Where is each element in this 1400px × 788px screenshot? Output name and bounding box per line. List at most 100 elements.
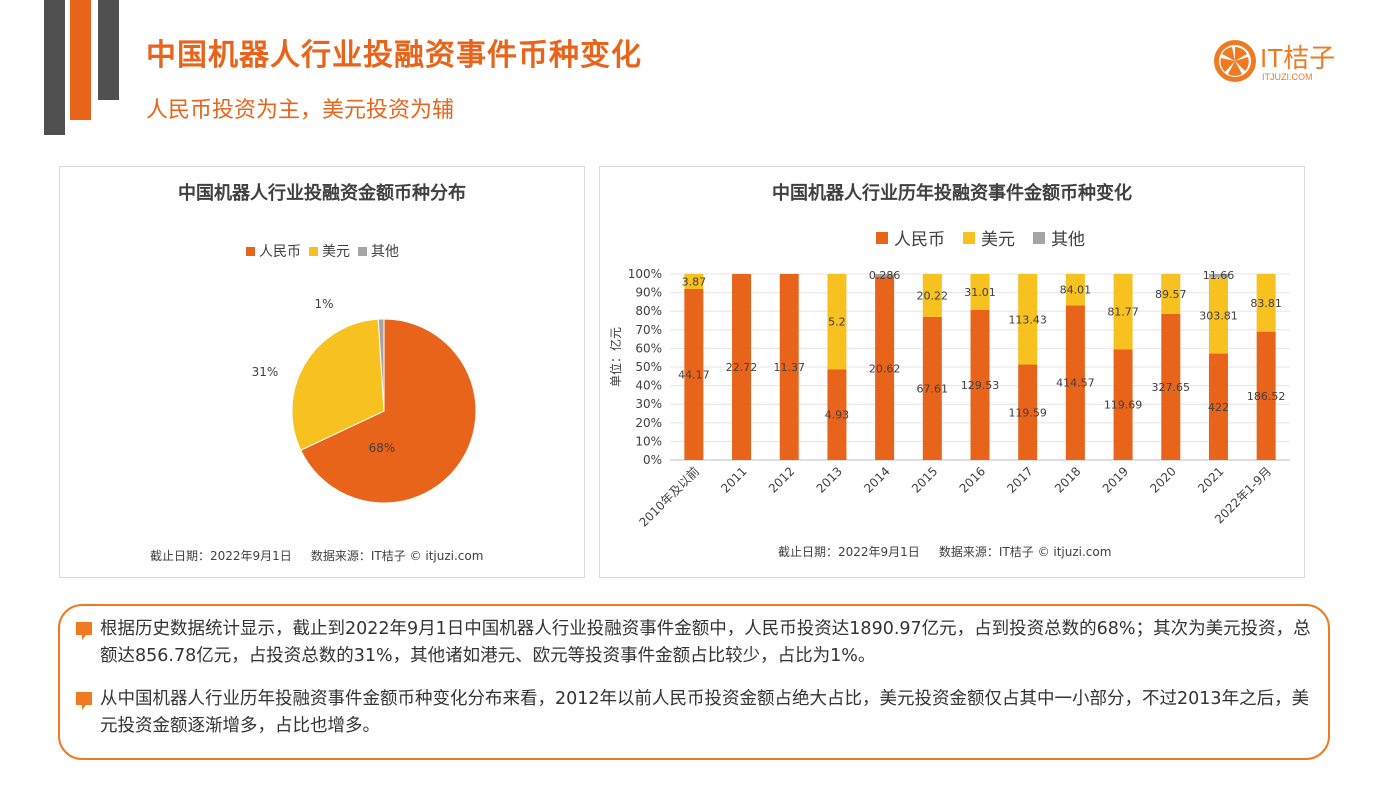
data-label-rmb: 11.37 (773, 361, 805, 374)
x-tick-label: 2018 (1052, 464, 1083, 495)
bar-segment-rmb (732, 274, 752, 460)
data-label-rmb: 4.93 (825, 409, 850, 422)
bar-segment-usd (827, 274, 847, 370)
summary-paragraph-1: 根据历史数据统计显示，截止到2022年9月1日中国机器人行业投融资事件金额中，人… (100, 619, 1311, 666)
legend-label-rmb: 人民币 (894, 230, 945, 250)
data-label-rmb: 20.62 (869, 362, 901, 375)
legend-label-other: 其他 (1051, 230, 1085, 250)
y-tick-label: 90% (635, 286, 662, 300)
deco-bar-gray-left (44, 0, 65, 135)
bar-segment-usd (970, 274, 990, 310)
pie-legend: 人民币 美元 其他 (246, 241, 407, 261)
pie-slice-rmb (300, 318, 477, 504)
legend-swatch-rmb (876, 231, 888, 244)
orange-slice-icon (1214, 40, 1256, 82)
page-title: 中国机器人行业投融资事件币种变化 (146, 38, 642, 73)
pie-source-note: 截止日期：2022年9月1日 数据来源：IT桔子 © itjuzi.com (150, 549, 484, 563)
data-label-rmb: 414.57 (1056, 377, 1095, 390)
legend-swatch-other (1033, 231, 1045, 244)
summary-box: 根据历史数据统计显示，截止到2022年9月1日中国机器人行业投融资事件金额中，人… (58, 604, 1330, 760)
bar-segment-usd (1113, 274, 1133, 350)
bar-segment-usd (1208, 276, 1228, 354)
legend-item-usd: 美元 (963, 225, 1015, 250)
bar-segment-usd (1018, 274, 1038, 365)
legend-item-rmb: 人民币 (246, 241, 301, 261)
bar-segment-rmb (1065, 305, 1085, 460)
pie-chart-title: 中国机器人行业投融资金额币种分布 (178, 183, 466, 204)
data-label-usd: 3.87 (682, 275, 707, 288)
legend-swatch-other (358, 246, 367, 256)
bar-segment-rmb (922, 316, 942, 460)
bar-segment-usd (1065, 274, 1085, 306)
legend-label-usd: 美元 (981, 230, 1015, 250)
legend-swatch-usd (963, 231, 975, 244)
bar-segment-rmb (1208, 353, 1228, 460)
y-tick-label: 10% (635, 434, 662, 448)
bar-segment-rmb (1256, 331, 1276, 460)
data-label-rmb: 44.17 (678, 368, 710, 381)
bar-segment-rmb (970, 309, 990, 460)
data-label-usd: 113.43 (1008, 313, 1047, 326)
data-label-rmb: 119.59 (1008, 406, 1047, 419)
data-label-other: 0.286 (869, 269, 901, 282)
data-label-rmb: 327.65 (1152, 381, 1191, 394)
bar-segment-usd (684, 274, 704, 289)
data-label-rmb: 129.53 (961, 379, 1000, 392)
logo-name: IT桔子 (1260, 43, 1336, 73)
y-tick-label: 0% (643, 453, 662, 467)
x-tick-label: 2016 (957, 464, 988, 495)
pie-chart-panel: 中国机器人行业投融资金额币种分布 人民币 美元 其他 68% 31% 1% 截止… (59, 166, 585, 578)
legend-label-rmb: 人民币 (259, 244, 301, 260)
legend-label-other: 其他 (371, 244, 399, 260)
page-subtitle: 人民币投资为主，美元投资为辅 (146, 98, 455, 123)
legend-item-other: 其他 (358, 241, 399, 261)
data-label-usd: 89.57 (1155, 288, 1187, 301)
bar-segment-rmb (1113, 349, 1133, 460)
data-label-usd: 31.01 (964, 286, 996, 299)
data-label-usd: 83.81 (1250, 297, 1282, 310)
pie-label-usd: 31% (252, 365, 279, 379)
bar-segment-rmb (827, 369, 847, 460)
bar-segment-rmb (1161, 313, 1181, 460)
bar-segment-other (875, 274, 895, 277)
y-tick-label: 20% (635, 416, 662, 430)
bar-chart-panel: 中国机器人行业历年投融资事件金额币种变化 人民币 美元 其他 单位：亿元 0% 1… (599, 166, 1305, 578)
y-tick-label: 60% (635, 341, 662, 355)
data-label-rmb: 119.69 (1104, 399, 1143, 412)
stacked-bar-chart: 单位：亿元 0%10%20%30%40%50%60%70%80%90%100% … (608, 267, 1290, 530)
logo-domain: ITJUZI.COM (1262, 72, 1313, 82)
x-tick-label: 2011 (718, 464, 749, 495)
x-tick-label: 2013 (814, 464, 845, 495)
bar-segment-rmb (779, 274, 799, 460)
bar-segment-rmb (684, 288, 704, 460)
bar-segment-usd (1161, 274, 1181, 314)
y-axis-label: 单位：亿元 (608, 327, 623, 387)
itjuzi-logo: IT桔子 ITJUZI.COM (1212, 34, 1362, 94)
data-label-usd: 20.22 (917, 289, 949, 302)
deco-bar-gray-right (98, 0, 119, 100)
deco-bar-orange (70, 0, 91, 120)
bar-segment-rmb (1018, 364, 1038, 460)
legend-item-rmb: 人民币 (876, 225, 945, 250)
data-label-usd: 5.2 (828, 316, 846, 329)
bar-segment-usd (922, 274, 942, 317)
bar-source-note: 截止日期：2022年9月1日 数据来源：IT桔子 © itjuzi.com (778, 545, 1112, 559)
data-label-usd: 303.81 (1199, 309, 1238, 322)
x-tick-label: 2017 (1004, 464, 1035, 495)
legend-item-other: 其他 (1033, 225, 1085, 250)
pie-label-rmb: 68% (369, 441, 396, 455)
bar-segment-usd (1256, 274, 1276, 332)
legend-swatch-usd (309, 246, 318, 256)
data-label-rmb: 422 (1208, 401, 1229, 414)
bar-chart-title: 中国机器人行业历年投融资事件金额币种变化 (772, 183, 1132, 204)
y-tick-label: 80% (635, 304, 662, 318)
x-tick-label: 2012 (766, 464, 797, 495)
data-label-other: 11.66 (1203, 269, 1235, 282)
pie-chart: 68% 31% 1% (252, 297, 477, 504)
bar-legend: 人民币 美元 其他 (876, 225, 1103, 250)
x-tick-label: 2015 (909, 464, 940, 495)
legend-swatch-rmb (246, 246, 255, 256)
data-label-rmb: 67.61 (917, 382, 949, 395)
x-tick-label: 2019 (1100, 464, 1131, 495)
